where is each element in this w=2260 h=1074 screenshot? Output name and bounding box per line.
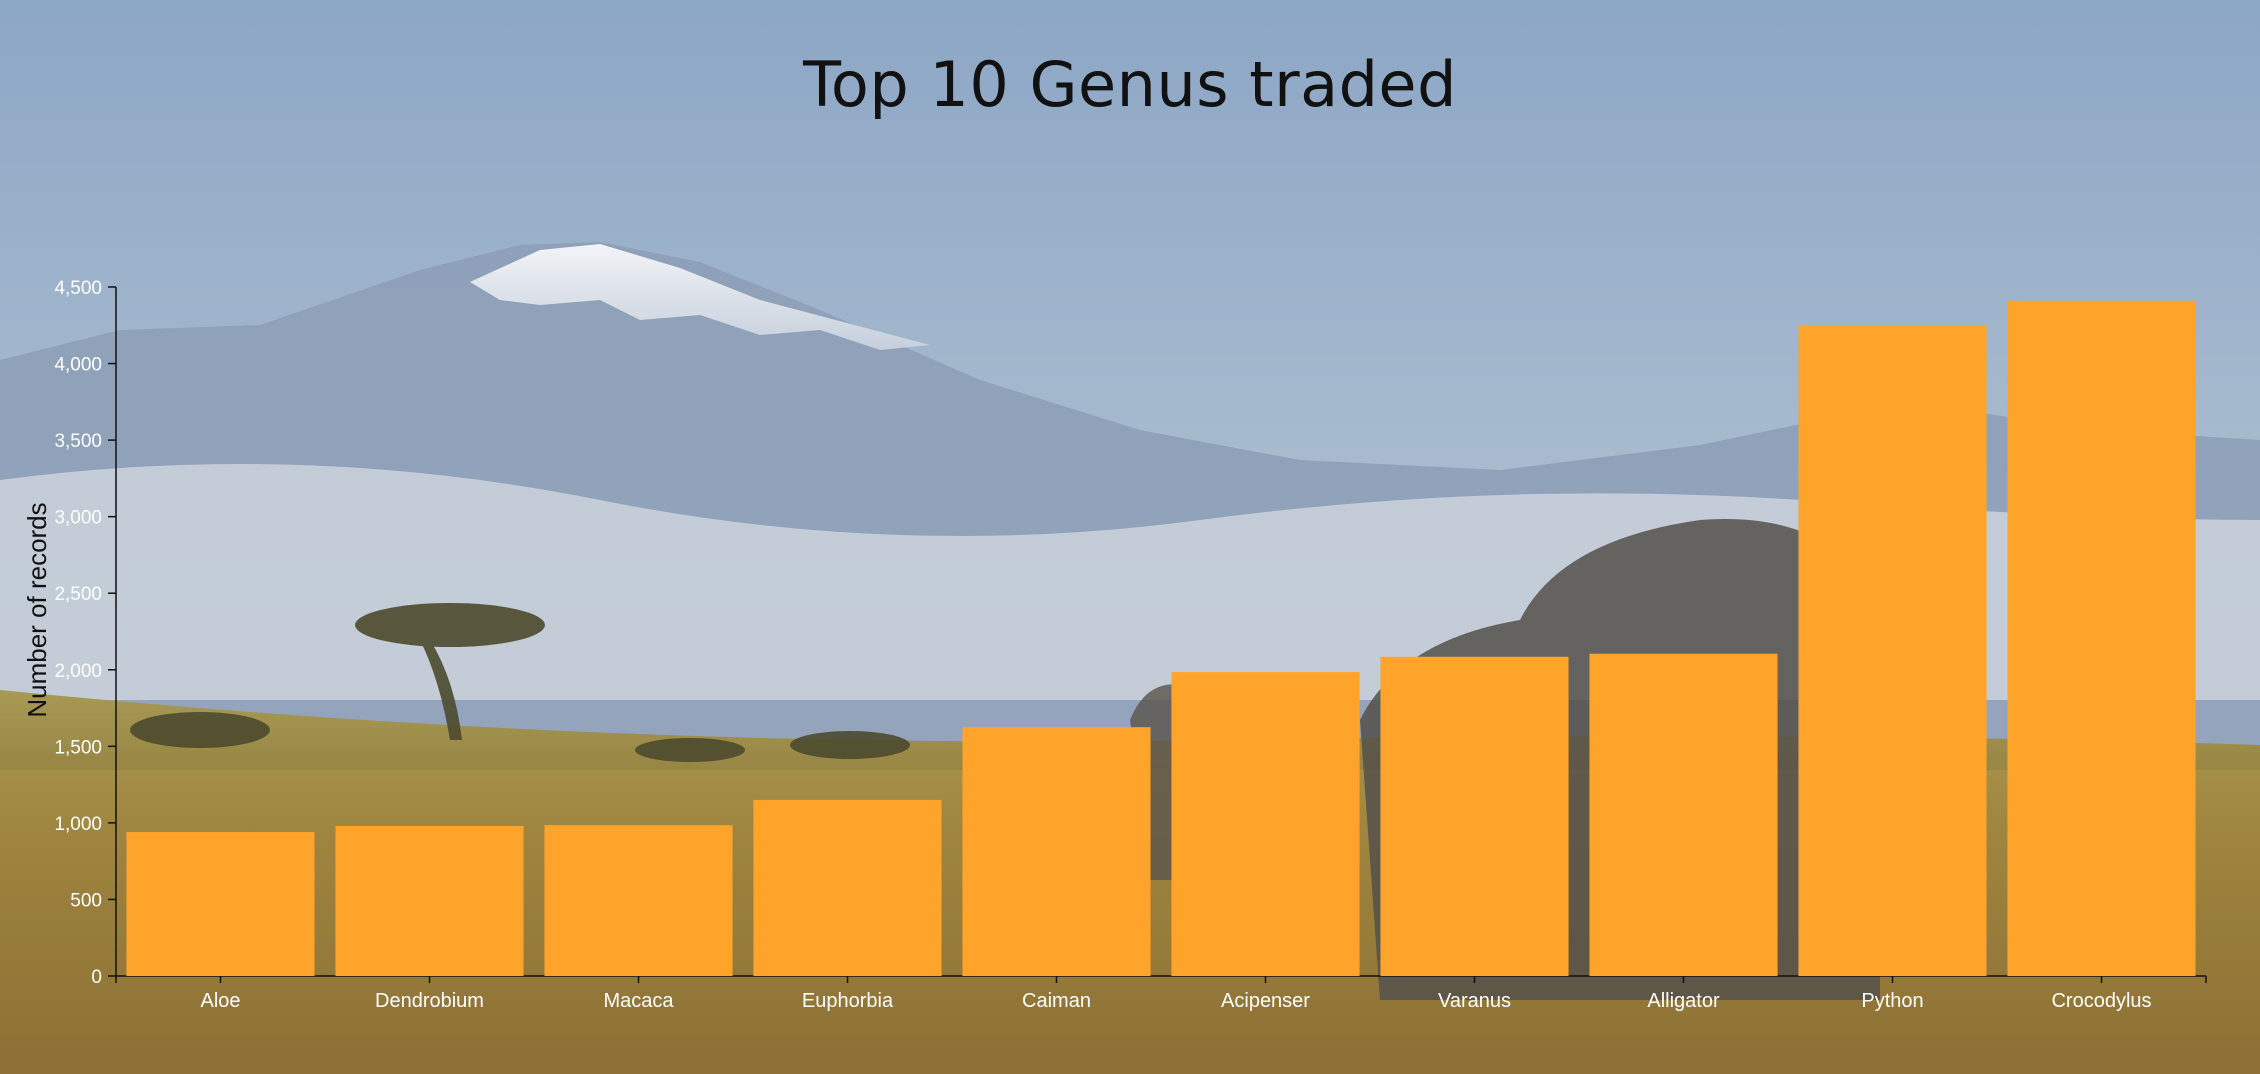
y-tick-label: 1,000 (54, 814, 102, 835)
bar-caiman[interactable] (962, 727, 1151, 976)
x-tick-label: Alligator (1647, 990, 1720, 1012)
x-tick-label: Python (1861, 990, 1923, 1012)
y-tick-label: 2,000 (54, 661, 102, 682)
y-tick-label: 1,500 (54, 737, 102, 758)
bar-euphorbia[interactable] (753, 799, 942, 976)
x-axis: Aloe Dendrobium Macaca Euphorbia Caiman Acipe… (115, 975, 2207, 1012)
bar-dendrobium[interactable] (335, 825, 524, 976)
y-tick-label: 500 (70, 890, 102, 911)
y-tick-label: 4,000 (54, 355, 102, 376)
y-tick-label: 4,500 (54, 278, 102, 299)
y-tick-label: 0 (91, 967, 102, 988)
bar-alligator[interactable] (1589, 653, 1778, 976)
x-tick-label: Dendrobium (375, 990, 484, 1012)
bar-python[interactable] (1798, 325, 1987, 976)
y-tick-label: 2,500 (54, 584, 102, 605)
x-tick-label: Caiman (1022, 990, 1091, 1012)
bar-acipenser[interactable] (1171, 672, 1360, 976)
x-tick-label: Aloe (200, 990, 240, 1012)
x-tick-label: Varanus (1438, 990, 1511, 1012)
y-tick-label: 3,000 (54, 508, 102, 529)
y-axis: 0 500 1,000 1,500 2,000 2,500 3,000 3,500 4,000 4… (54, 278, 117, 988)
bar-aloe[interactable] (126, 832, 315, 976)
bar-crocodylus[interactable] (2007, 300, 2196, 976)
bars (126, 300, 2196, 976)
y-tick-label: 3,500 (54, 431, 102, 452)
x-tick-label: Euphorbia (802, 990, 894, 1012)
y-axis-label: Number of records (22, 502, 52, 717)
x-tick-label: Macaca (603, 990, 674, 1012)
bar-macaca[interactable] (544, 825, 733, 976)
chart-title: Top 10 Genus traded (803, 48, 1457, 121)
x-tick-label: Acipenser (1221, 990, 1310, 1012)
x-tick-label: Crocodylus (2051, 990, 2151, 1012)
bar-varanus[interactable] (1380, 656, 1569, 976)
